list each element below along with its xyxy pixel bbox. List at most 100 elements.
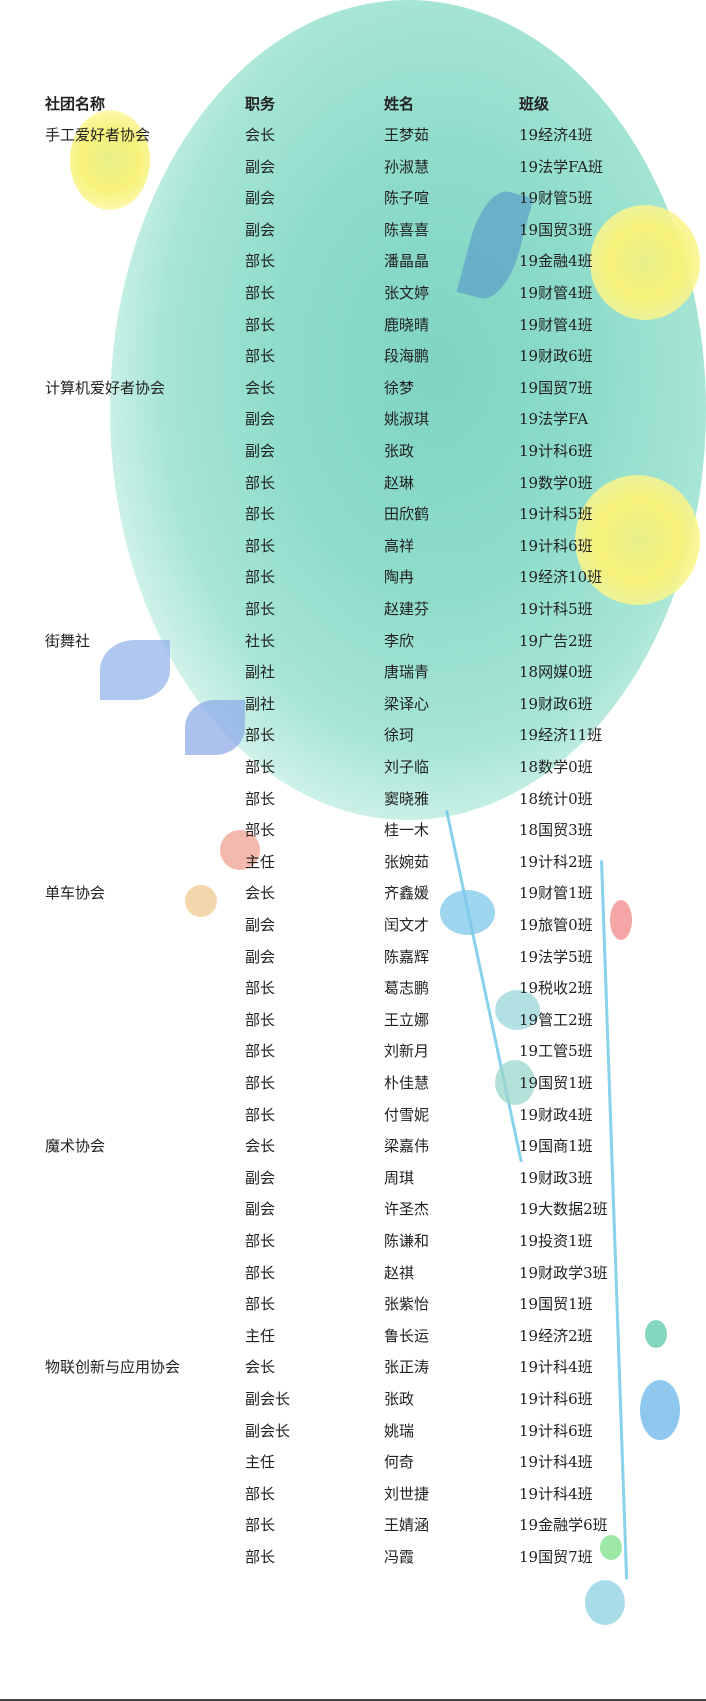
cell-name: 赵琳 bbox=[384, 473, 415, 492]
cell-class: 19国贸1班 bbox=[519, 1074, 593, 1092]
cell-role: 副会 bbox=[245, 947, 276, 966]
table-row: 部长 朴佳慧 19国贸1班 bbox=[0, 1068, 706, 1099]
cell-name: 陈嘉辉 bbox=[384, 947, 430, 966]
table-row: 主任 何奇 19计科4班 bbox=[0, 1447, 706, 1478]
cell-class: 19国贸1班 bbox=[519, 1295, 593, 1314]
table-row: 魔术协会 会长 梁嘉伟 19国商1班 bbox=[0, 1131, 706, 1162]
cell-role: 副会长 bbox=[245, 1390, 291, 1408]
table-row: 部长 付雪妮 19财政4班 bbox=[0, 1100, 706, 1131]
cell-class: 19国商1班 bbox=[519, 1137, 593, 1156]
cell-name: 张文婷 bbox=[384, 284, 430, 302]
cell-class: 18统计0班 bbox=[519, 789, 593, 808]
cell-role: 部长 bbox=[245, 758, 276, 776]
cell-class: 19财管4班 bbox=[519, 284, 593, 302]
cell-name: 窦晓雅 bbox=[384, 789, 430, 808]
cell-role: 部长 bbox=[245, 1516, 276, 1535]
cell-class: 19财政3班 bbox=[519, 1168, 593, 1187]
cell-name: 高祥 bbox=[384, 536, 415, 555]
cell-class: 18国贸3班 bbox=[519, 821, 593, 840]
cell-role: 部长 bbox=[245, 536, 276, 555]
cell-name: 姚瑞 bbox=[384, 1421, 415, 1440]
green-bud bbox=[645, 1320, 667, 1348]
table-row: 计算机爱好者协会 会长 徐梦 19国贸7班 bbox=[0, 373, 706, 404]
cell-role: 会长 bbox=[245, 126, 276, 144]
cell-class: 19法学FA班 bbox=[519, 157, 604, 176]
cell-class: 19财管5班 bbox=[519, 189, 593, 208]
table-row: 副会 许圣杰 19大数据2班 bbox=[0, 1194, 706, 1225]
cell-role: 部长 bbox=[245, 600, 276, 618]
table-row: 副会 张政 19计科6班 bbox=[0, 436, 706, 467]
cell-name: 桂一木 bbox=[384, 821, 430, 840]
table-row: 部长 陶冉 19经济10班 bbox=[0, 562, 706, 593]
cell-role: 部长 bbox=[245, 821, 276, 840]
cell-class: 19财政6班 bbox=[519, 694, 593, 713]
cell-role: 会长 bbox=[245, 1137, 276, 1156]
cell-role: 副会 bbox=[245, 220, 276, 239]
table-row: 部长 冯霞 19国贸7班 bbox=[0, 1542, 706, 1573]
cell-class: 19旅管0班 bbox=[519, 916, 593, 934]
yellow-flower-top-left bbox=[70, 110, 150, 210]
cell-role: 副会 bbox=[245, 442, 276, 460]
orange-flower bbox=[185, 885, 217, 917]
table-row: 副社 梁译心 19财政6班 bbox=[0, 689, 706, 720]
cell-name: 田欣鹤 bbox=[384, 505, 430, 524]
cell-name: 刘子临 bbox=[384, 758, 430, 776]
table-row: 副会 孙淑慧 19法学FA班 bbox=[0, 152, 706, 183]
table-row: 副会 陈嘉辉 19法学5班 bbox=[0, 942, 706, 973]
cell-role: 部长 bbox=[245, 726, 276, 745]
cell-class: 19国贸3班 bbox=[519, 220, 593, 239]
cell-name: 梁嘉伟 bbox=[384, 1137, 430, 1156]
cell-class: 19经济11班 bbox=[519, 726, 603, 745]
cell-name: 鲁长运 bbox=[384, 1326, 430, 1345]
cell-role: 会长 bbox=[245, 1358, 276, 1377]
table-row: 部长 葛志鹏 19税收2班 bbox=[0, 973, 706, 1004]
cell-role: 部长 bbox=[245, 1263, 276, 1282]
table-header: 社团名称 职务 姓名 班级 bbox=[0, 89, 706, 120]
cell-club: 街舞社 bbox=[45, 631, 91, 650]
cell-role: 部长 bbox=[245, 473, 276, 492]
cell-class: 19计科4班 bbox=[519, 1453, 593, 1472]
cell-role: 部长 bbox=[245, 979, 276, 998]
cell-role: 部长 bbox=[245, 347, 276, 366]
cell-name: 潘晶晶 bbox=[384, 252, 430, 271]
cell-class: 19财政4班 bbox=[519, 1105, 593, 1124]
cell-name: 鹿晓晴 bbox=[384, 315, 430, 334]
cell-name: 陶冉 bbox=[384, 568, 415, 587]
cell-club: 计算机爱好者协会 bbox=[45, 378, 166, 397]
table-row: 部长 赵祺 19财政学3班 bbox=[0, 1258, 706, 1289]
table-row: 部长 刘子临 18数学0班 bbox=[0, 752, 706, 783]
table-row: 单车协会 会长 齐鑫媛 19财管1班 bbox=[0, 878, 706, 909]
cell-name: 张政 bbox=[384, 1390, 415, 1408]
cell-name: 唐瑞青 bbox=[384, 663, 430, 682]
table-row: 副会 闰文才 19旅管0班 bbox=[0, 910, 706, 941]
cell-name: 刘世捷 bbox=[384, 1484, 430, 1503]
table-row: 副会长 姚瑞 19计科6班 bbox=[0, 1416, 706, 1447]
cell-class: 19税收2班 bbox=[519, 979, 593, 998]
cell-name: 齐鑫媛 bbox=[384, 884, 430, 903]
cell-role: 部长 bbox=[245, 1232, 276, 1250]
cell-class: 19计科6班 bbox=[519, 536, 593, 555]
table-row: 副会 陈喜喜 19国贸3班 bbox=[0, 215, 706, 246]
cell-class: 19财管4班 bbox=[519, 315, 593, 334]
cell-name: 段海鹏 bbox=[384, 347, 430, 366]
cell-name: 徐珂 bbox=[384, 726, 415, 745]
cell-name: 王婧涵 bbox=[384, 1516, 430, 1535]
cell-class: 19计科5班 bbox=[519, 600, 593, 618]
cell-name: 孙淑慧 bbox=[384, 157, 430, 176]
table-row: 街舞社 社长 李欣 19广告2班 bbox=[0, 626, 706, 657]
table-row: 主任 鲁长运 19经济2班 bbox=[0, 1321, 706, 1352]
cell-role: 副会 bbox=[245, 1200, 276, 1219]
green-bud bbox=[600, 1535, 622, 1560]
cell-class: 19广告2班 bbox=[519, 631, 593, 650]
table-row: 部长 张紫怡 19国贸1班 bbox=[0, 1289, 706, 1320]
yellow-flower-right-upper bbox=[590, 205, 700, 320]
cell-name: 徐梦 bbox=[384, 378, 415, 397]
cell-name: 张紫怡 bbox=[384, 1295, 430, 1314]
table-row: 部长 徐珂 19经济11班 bbox=[0, 720, 706, 751]
cell-role: 副会 bbox=[245, 916, 276, 934]
cell-role: 部长 bbox=[245, 315, 276, 334]
cell-name: 梁译心 bbox=[384, 694, 430, 713]
cell-name: 张正涛 bbox=[384, 1358, 430, 1377]
cell-class: 19金融学6班 bbox=[519, 1516, 608, 1535]
